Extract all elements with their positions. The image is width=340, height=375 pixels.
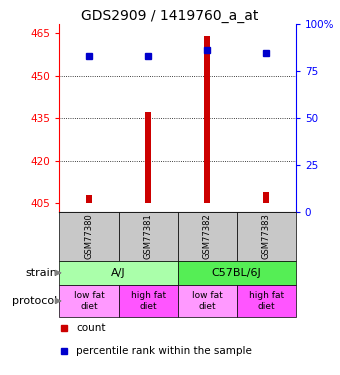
Bar xyxy=(237,285,296,317)
Bar xyxy=(204,36,210,203)
Text: low fat
diet: low fat diet xyxy=(74,291,104,310)
Text: high fat
diet: high fat diet xyxy=(131,291,166,310)
Text: count: count xyxy=(76,323,105,333)
Text: C57BL/6J: C57BL/6J xyxy=(212,268,261,278)
Text: GSM77382: GSM77382 xyxy=(203,213,212,259)
Text: GSM77381: GSM77381 xyxy=(143,213,153,259)
Text: GDS2909 / 1419760_a_at: GDS2909 / 1419760_a_at xyxy=(81,9,259,23)
Bar xyxy=(86,195,92,203)
Text: percentile rank within the sample: percentile rank within the sample xyxy=(76,346,252,356)
Bar xyxy=(263,192,269,203)
Bar xyxy=(145,112,151,203)
Text: protocol: protocol xyxy=(12,296,57,306)
Bar xyxy=(177,261,296,285)
Bar xyxy=(59,285,119,317)
Bar xyxy=(119,212,177,261)
Text: high fat
diet: high fat diet xyxy=(249,291,284,310)
Text: GSM77383: GSM77383 xyxy=(262,213,271,259)
Bar xyxy=(177,285,237,317)
Bar xyxy=(59,261,177,285)
Bar xyxy=(177,212,237,261)
Text: low fat
diet: low fat diet xyxy=(192,291,223,310)
Bar xyxy=(119,285,177,317)
Bar xyxy=(59,212,119,261)
Text: GSM77380: GSM77380 xyxy=(85,213,94,259)
Text: strain: strain xyxy=(25,268,57,278)
Bar xyxy=(237,212,296,261)
Text: A/J: A/J xyxy=(111,268,126,278)
